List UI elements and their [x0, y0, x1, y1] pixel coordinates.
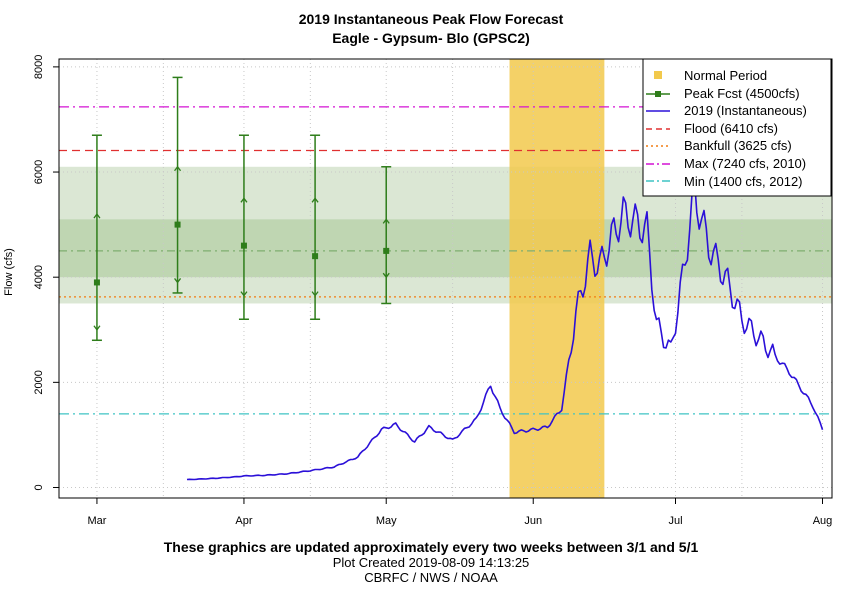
- legend-peak-marker: [655, 91, 661, 97]
- forecast-arrow-p25: [240, 291, 248, 297]
- legend-normal-label: Normal Period: [684, 68, 767, 83]
- forecast-arrow-p25: [382, 272, 390, 279]
- chart-title: 2019 Instantaneous Peak Flow Forecast: [299, 11, 564, 27]
- x-tick-label: Jun: [524, 515, 542, 527]
- forecast-arrow-p75: [382, 218, 390, 224]
- footer-note: These graphics are updated approximately…: [163, 539, 699, 555]
- legend-min-label: Min (1400 cfs, 2012): [684, 174, 803, 189]
- forecast-point: [240, 242, 247, 249]
- forecast-arrow-p25: [93, 325, 101, 331]
- legend-peak-label: Peak Fcst (4500cfs): [684, 86, 800, 101]
- footer-created: Plot Created 2019-08-09 14:13:25: [332, 555, 530, 570]
- forecast-arrow-p75: [240, 197, 248, 203]
- forecast-band-2: [59, 219, 832, 278]
- legend-obs-label: 2019 (Instantaneous): [684, 103, 807, 118]
- forecast-point: [174, 221, 181, 228]
- y-tick-label: 6000: [33, 160, 45, 184]
- legend: Normal Period Peak Fcst (4500cfs) 2019 (…: [642, 58, 832, 197]
- normal-period-band: [509, 59, 605, 498]
- y-tick-label: 0: [33, 484, 45, 490]
- legend-bankfull-label: Bankfull (3625 cfs): [684, 138, 792, 153]
- y-tick-label: 4000: [33, 265, 45, 289]
- forecast-arrow-p25: [174, 278, 182, 284]
- observed-series-line: [186, 178, 824, 481]
- x-tick-label: Jul: [668, 515, 682, 527]
- forecast-point: [383, 247, 390, 254]
- y-tick-label: 2000: [33, 370, 45, 394]
- legend-max-label: Max (7240 cfs, 2010): [684, 156, 806, 171]
- forecast-arrow-p25: [311, 291, 319, 297]
- y-axis-label: Flow (cfs): [3, 248, 15, 296]
- plot-frame: [58, 58, 833, 499]
- y-tick-label: 8000: [33, 55, 45, 79]
- legend-normal-swatch: [654, 71, 662, 79]
- legend-box: [642, 58, 832, 197]
- forecast-point: [312, 253, 319, 260]
- chart-subtitle: Eagle - Gypsum- Blo (GPSC2): [332, 30, 530, 46]
- x-tick-label: Apr: [235, 515, 252, 527]
- x-tick-label: Aug: [813, 515, 833, 527]
- forecast-arrow-p75: [93, 213, 101, 219]
- chart-canvas: 2019 Instantaneous Peak Flow Forecast Ea…: [3, 11, 833, 527]
- footer-credit: CBRFC / NWS / NOAA: [364, 570, 498, 585]
- forecast-arrow-p75: [311, 197, 319, 203]
- forecast-arrow-p75: [174, 165, 182, 172]
- x-tick-label: Mar: [87, 515, 106, 527]
- x-tick-label: May: [376, 515, 397, 527]
- legend-flood-label: Flood (6410 cfs): [684, 121, 778, 136]
- forecast-point: [93, 279, 100, 286]
